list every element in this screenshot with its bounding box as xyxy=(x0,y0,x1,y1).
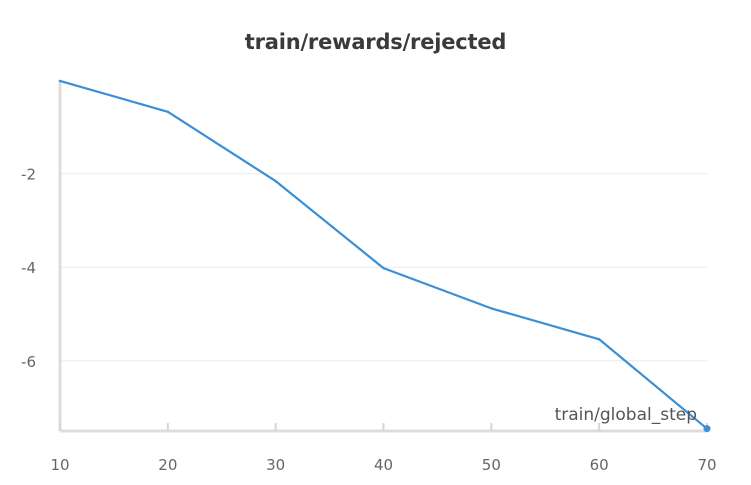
data-point xyxy=(703,425,711,433)
x-tick-label: 40 xyxy=(374,456,393,474)
y-tick-label: -6 xyxy=(21,353,36,371)
x-tick-label: 70 xyxy=(697,456,716,474)
x-tick-label: 20 xyxy=(158,456,177,474)
x-tick-label: 60 xyxy=(590,456,609,474)
x-ticks: 10 20 30 40 50 60 70 xyxy=(50,423,717,474)
data-point xyxy=(597,338,601,341)
y-tick-label: -2 xyxy=(21,166,36,184)
data-point xyxy=(490,307,493,310)
y-ticks: -2 -4 -6 xyxy=(21,166,36,371)
axes xyxy=(58,80,708,433)
series-line xyxy=(58,79,709,430)
data-point xyxy=(58,79,62,83)
x-axis-label: train/global_step xyxy=(555,405,697,425)
data-point xyxy=(274,179,277,183)
y-tick-label: -4 xyxy=(21,259,36,277)
x-tick-label: 10 xyxy=(50,456,69,474)
data-point xyxy=(166,110,170,114)
data-point xyxy=(382,266,385,270)
x-tick-label: 30 xyxy=(266,456,285,474)
series-group xyxy=(58,79,711,433)
x-tick-label: 50 xyxy=(482,456,501,474)
chart-title: train/rewards/rejected xyxy=(244,30,507,54)
